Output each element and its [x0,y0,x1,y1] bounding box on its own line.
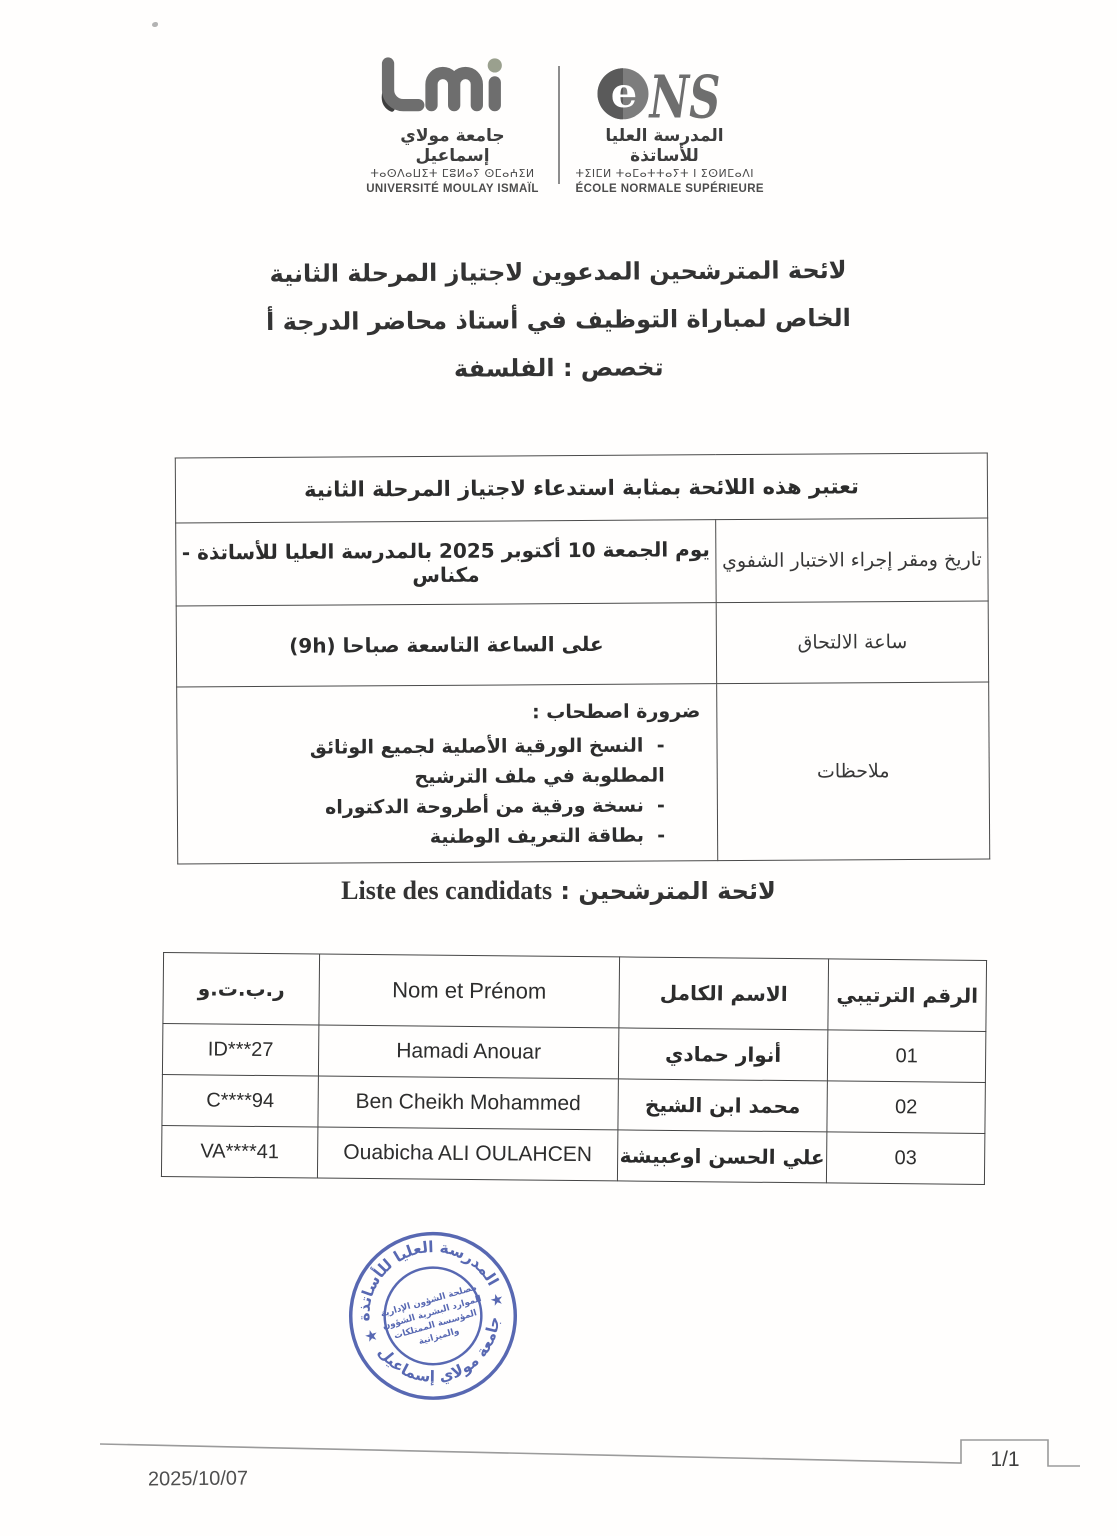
title-line-3: تخصص : الفلسفة [453,353,664,383]
header-rank: الرقم الترتيبي [827,958,987,1032]
list-heading-arabic: لائحة المترشحين [578,877,776,905]
ens-name-french: ÉCOLE NORMALE SUPÉRIEURE [575,183,765,195]
candidate-3-rank: 03 [826,1131,985,1185]
footer-date: 2025/10/07 [147,1467,249,1491]
scan-artifact-speck [152,22,158,27]
candidate-1-name-fr: Hamadi Anouar [318,1025,619,1079]
candidate-2-rank: 02 [826,1080,986,1134]
notes-item-2: نسخة ورقية من أطروحة الدكتوراه [194,790,701,823]
candidates-header-row: الرقم الترتيبي الاسم الكامل Nom et Préno… [162,952,987,1032]
info-value-hour: على الساعة التاسعة صباحا (9h) [176,602,717,687]
candidate-3-name-fr: Ouabicha ALI OULAHCEN [317,1127,618,1181]
stamp-star-right-icon: ★ [488,1289,506,1310]
stamp-star-left-icon: ★ [362,1325,380,1346]
candidate-1-name-ar: أنوار حمادي [618,1027,828,1081]
ens-logo-letters-ns: NS [648,63,721,124]
info-label-date-place: تاريخ ومقر إجراء الاختبار الشفوي [715,518,989,603]
candidate-row-3: 03 علي الحسن اوعبيشة Ouabicha ALI OULAHC… [161,1125,985,1185]
candidate-2-name-ar: محمد ابن الشيخ [617,1078,828,1132]
notes-item-3: بطاقة التعريف الوطنية [194,820,701,853]
notes-intro: ضرورة اصطحاب : [531,700,701,724]
umi-name-tifinagh: ⵜⴰⵙⴷⴰⵡⵉⵜ ⵎⵓⵍⴰⵢ ⵙⵎⴰⵄⵉⵍ [370,167,535,180]
candidate-1-rank: 01 [827,1029,986,1083]
info-row-date-place: تاريخ ومقر إجراء الاختبار الشفوي يوم الج… [175,518,989,606]
info-label-hour: ساعة الالتحاق [716,601,989,684]
candidate-row-2: 02 محمد ابن الشيخ Ben Cheikh Mohammed C*… [161,1074,986,1134]
umi-logo-icon [381,57,503,112]
candidate-3-name-ar: علي الحسن اوعبيشة [617,1129,827,1183]
notes-item-1: النسخ الورقية الأصلية لجميع الوثائق المط… [193,730,700,793]
footer-rule-line [99,1439,1080,1467]
ens-logo-icon: e NS [597,63,721,124]
umi-logo-block: جامعة مولاي إسماعيل ⵜⴰⵙⴷⴰⵡⵉⵜ ⵎⵓⵍⴰⵢ ⵙⵎⴰⵄⵉ… [364,56,542,195]
candidates-table: الرقم الترتيبي الاسم الكامل Nom et Préno… [161,952,987,1185]
header-logos: جامعة مولاي إسماعيل ⵜⴰⵙⴷⴰⵡⵉⵜ ⵎⵓⵍⴰⵢ ⵙⵎⴰⵄⵉ… [0,56,1117,195]
info-label-notes: ملاحظات [716,682,990,861]
info-value-date-place: يوم الجمعة 10 أكتوبر 2025 بالمدرسة العلي… [175,519,717,606]
header-fullname-fr: Nom et Prénom [318,954,620,1028]
candidates-list-heading: Liste des candidats : لائحة المترشحين [0,876,1117,906]
info-table-header-cell: تعتبر هذه اللائحة بمثابة استدعاء لاجتياز… [175,453,988,523]
ens-logo-letter-e: e [611,68,637,117]
umi-name-french: UNIVERSITÉ MOULAY ISMAÏL [366,183,539,195]
umi-name-arabic: جامعة مولاي إسماعيل [400,126,505,166]
footer-page-number: 1/1 [990,1448,1020,1471]
candidate-1-cin: ID***27 [162,1023,319,1077]
convocation-info-table: تعتبر هذه اللائحة بمثابة استدعاء لاجتياز… [175,453,990,865]
title-line-1: لائحة المترشحين المدعوين لاجتياز المرحلة… [269,255,847,289]
candidate-3-cin: VA****41 [161,1125,318,1179]
logo-divider [557,66,560,184]
list-heading-separator: : [552,877,579,905]
document-title: لائحة المترشحين المدعوين لاجتياز المرحلة… [0,252,1117,404]
info-row-hour: ساعة الالتحاق على الساعة التاسعة صباحا (… [176,601,989,687]
list-heading-french: Liste des candidats [341,876,553,905]
info-row-notes: ملاحظات ضرورة اصطحاب : النسخ الورقية الأ… [176,682,990,864]
info-value-notes: ضرورة اصطحاب : النسخ الورقية الأصلية لجم… [176,683,718,864]
title-line-2: الخاص لمباراة التوظيف في أستاذ محاضر الد… [265,303,851,337]
header-fullname-ar: الاسم الكامل [618,956,829,1030]
candidate-row-1: 01 أنوار حمادي Hamadi Anouar ID***27 [162,1023,986,1083]
ens-name-tifinagh: ⵜⵉⵏⵎⵍ ⵜⴰⵎⴰⵜⵜⴰⵢⵜ ⵏ ⵉⵙⵍⵎⴰⴷⵏ [575,167,754,180]
official-stamp: المدرسة العليا للأساتذة جامعة مولاي إسما… [338,1220,518,1403]
info-header-row: تعتبر هذه اللائحة بمثابة استدعاء لاجتياز… [175,453,988,523]
candidate-2-name-fr: Ben Cheikh Mohammed [317,1076,619,1130]
candidate-2-cin: C****94 [161,1074,319,1128]
ens-logo-block: e NS المدرسة العليا للأساتذة ⵜⵉⵏⵎⵍ ⵜⴰⵎⴰⵜ… [575,56,765,195]
header-cin: ر.ب.ت.و [162,952,320,1026]
ens-name-arabic: المدرسة العليا للأساتذة [605,126,724,166]
